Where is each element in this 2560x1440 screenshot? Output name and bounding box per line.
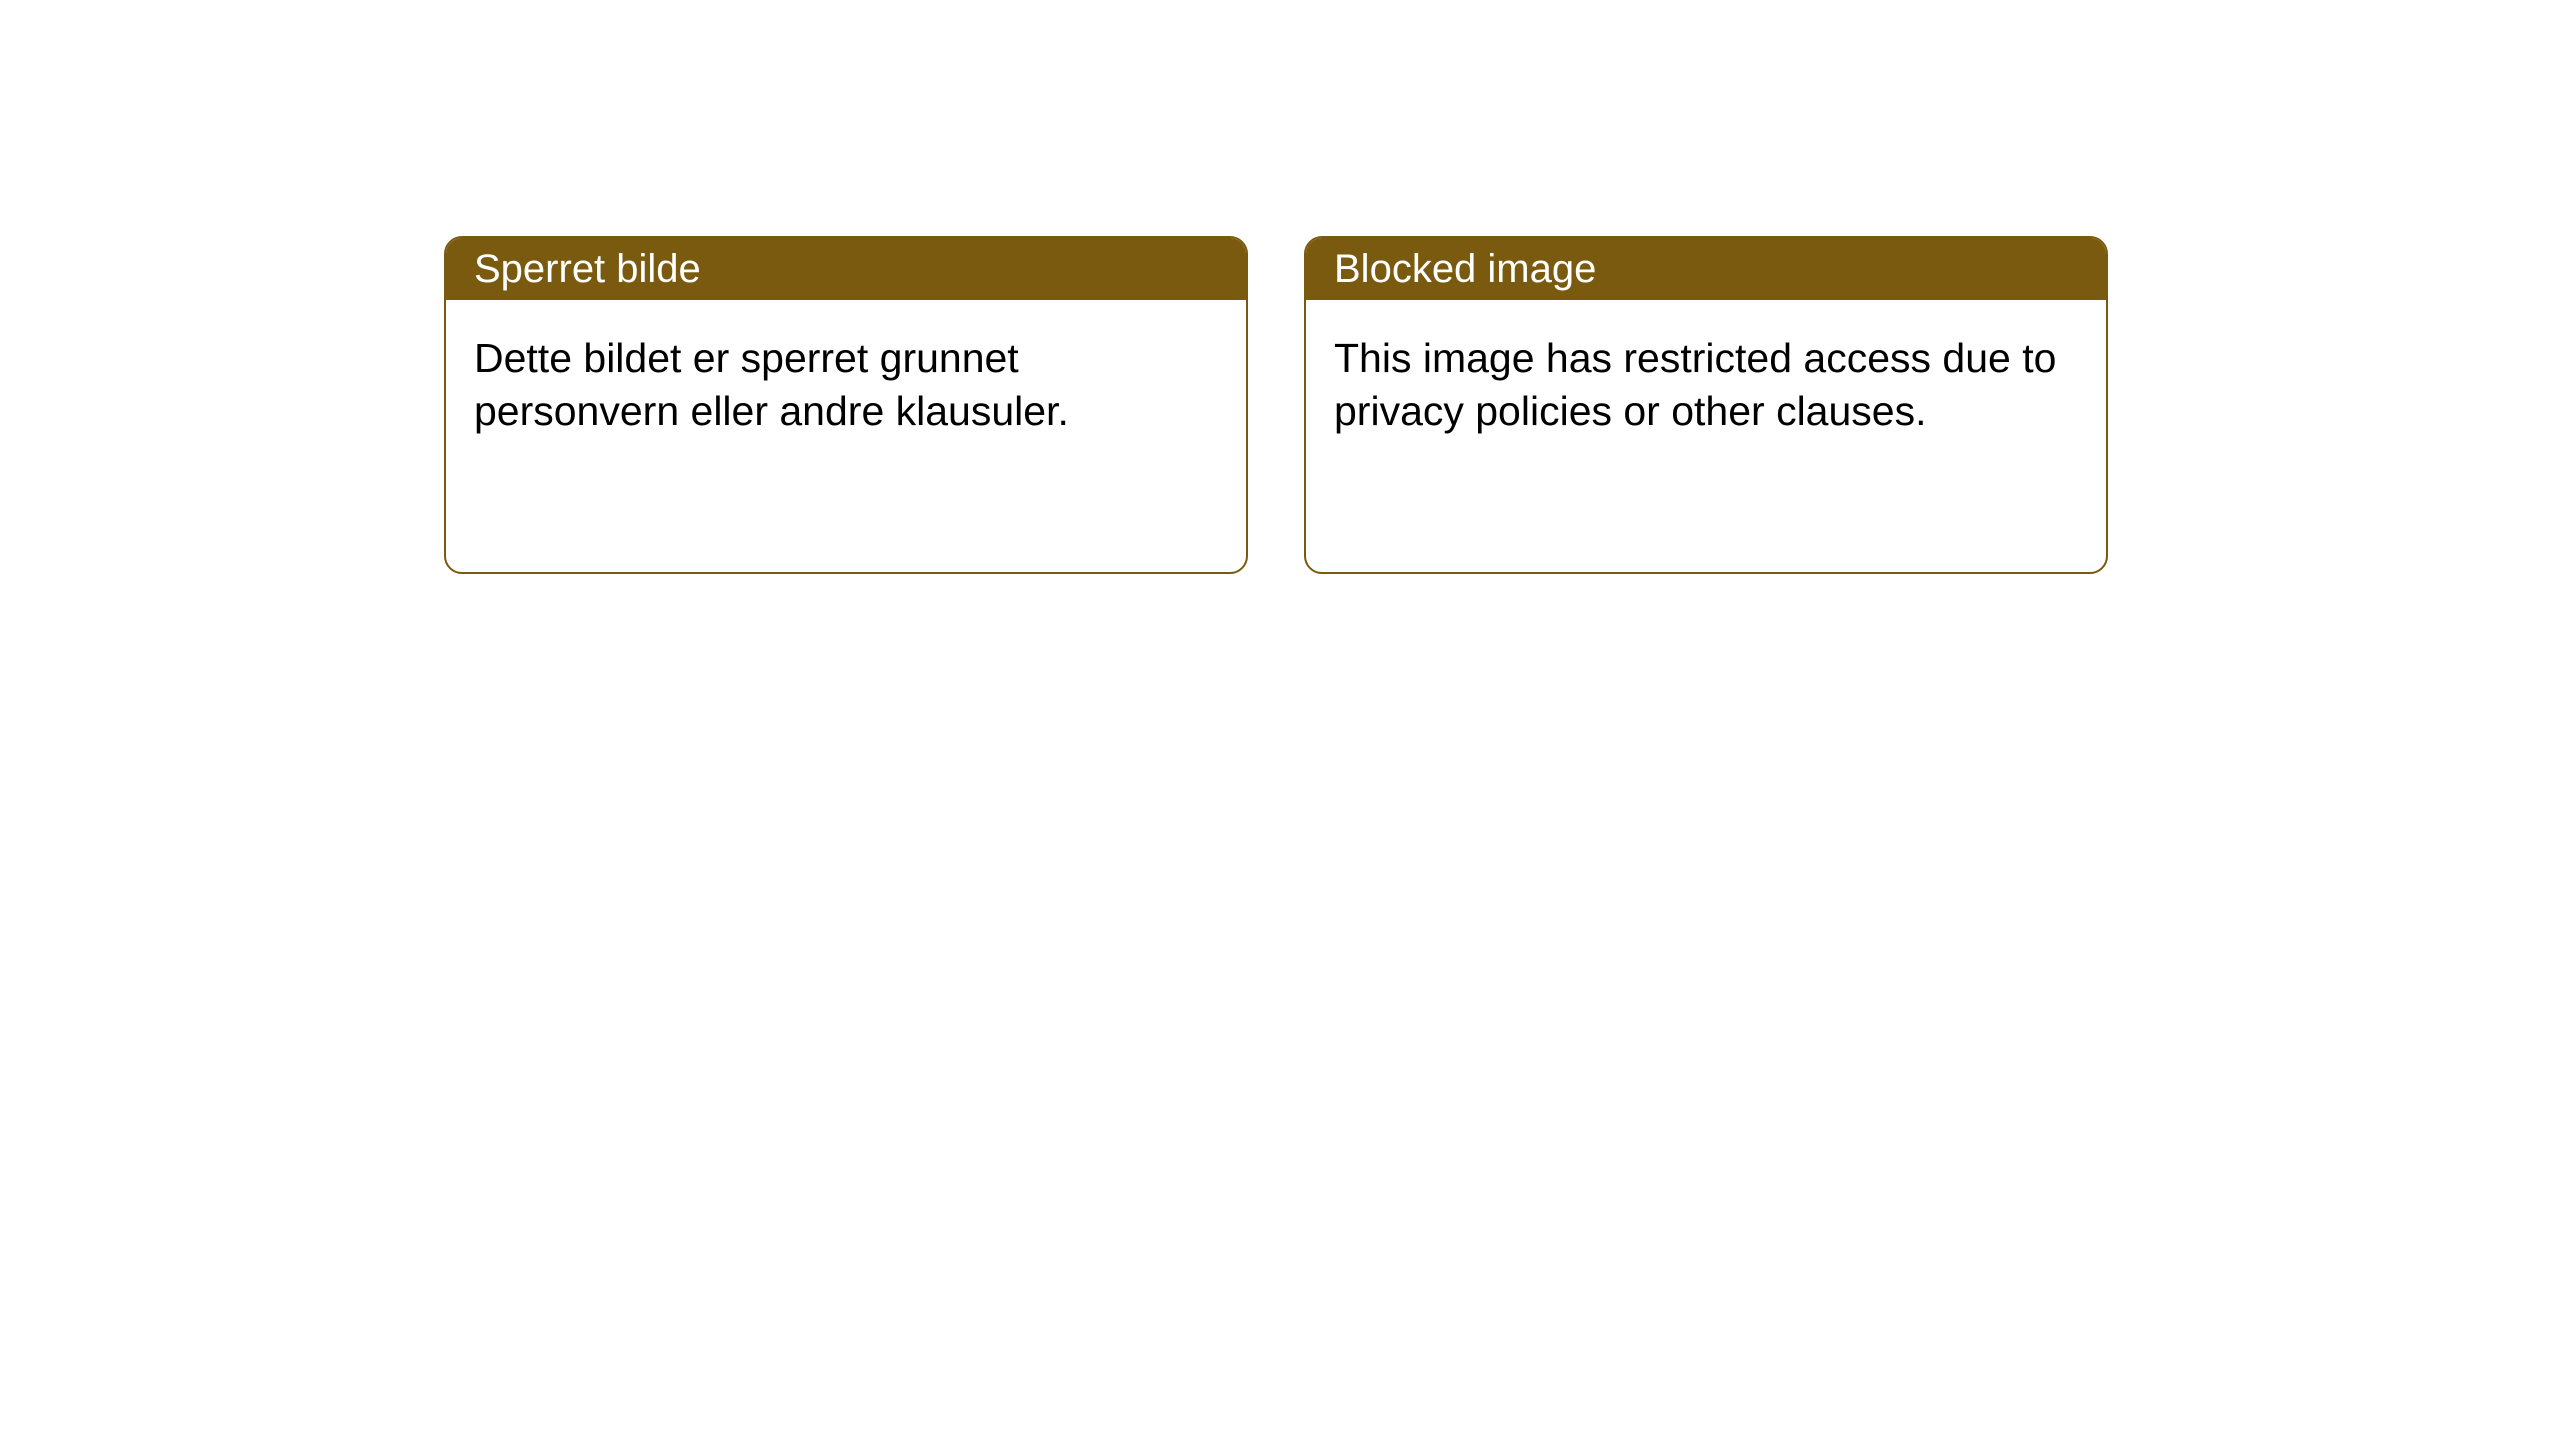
blocked-image-card-norwegian: Sperret bilde Dette bildet er sperret gr… — [444, 236, 1248, 574]
card-body-english: This image has restricted access due to … — [1306, 300, 2106, 471]
card-title-norwegian: Sperret bilde — [474, 247, 701, 292]
card-header-english: Blocked image — [1306, 238, 2106, 300]
card-body-norwegian: Dette bildet er sperret grunnet personve… — [446, 300, 1246, 471]
card-text-norwegian: Dette bildet er sperret grunnet personve… — [474, 335, 1069, 434]
card-header-norwegian: Sperret bilde — [446, 238, 1246, 300]
card-title-english: Blocked image — [1334, 247, 1596, 292]
blocked-image-card-english: Blocked image This image has restricted … — [1304, 236, 2108, 574]
notice-cards-container: Sperret bilde Dette bildet er sperret gr… — [0, 0, 2560, 574]
card-text-english: This image has restricted access due to … — [1334, 335, 2056, 434]
